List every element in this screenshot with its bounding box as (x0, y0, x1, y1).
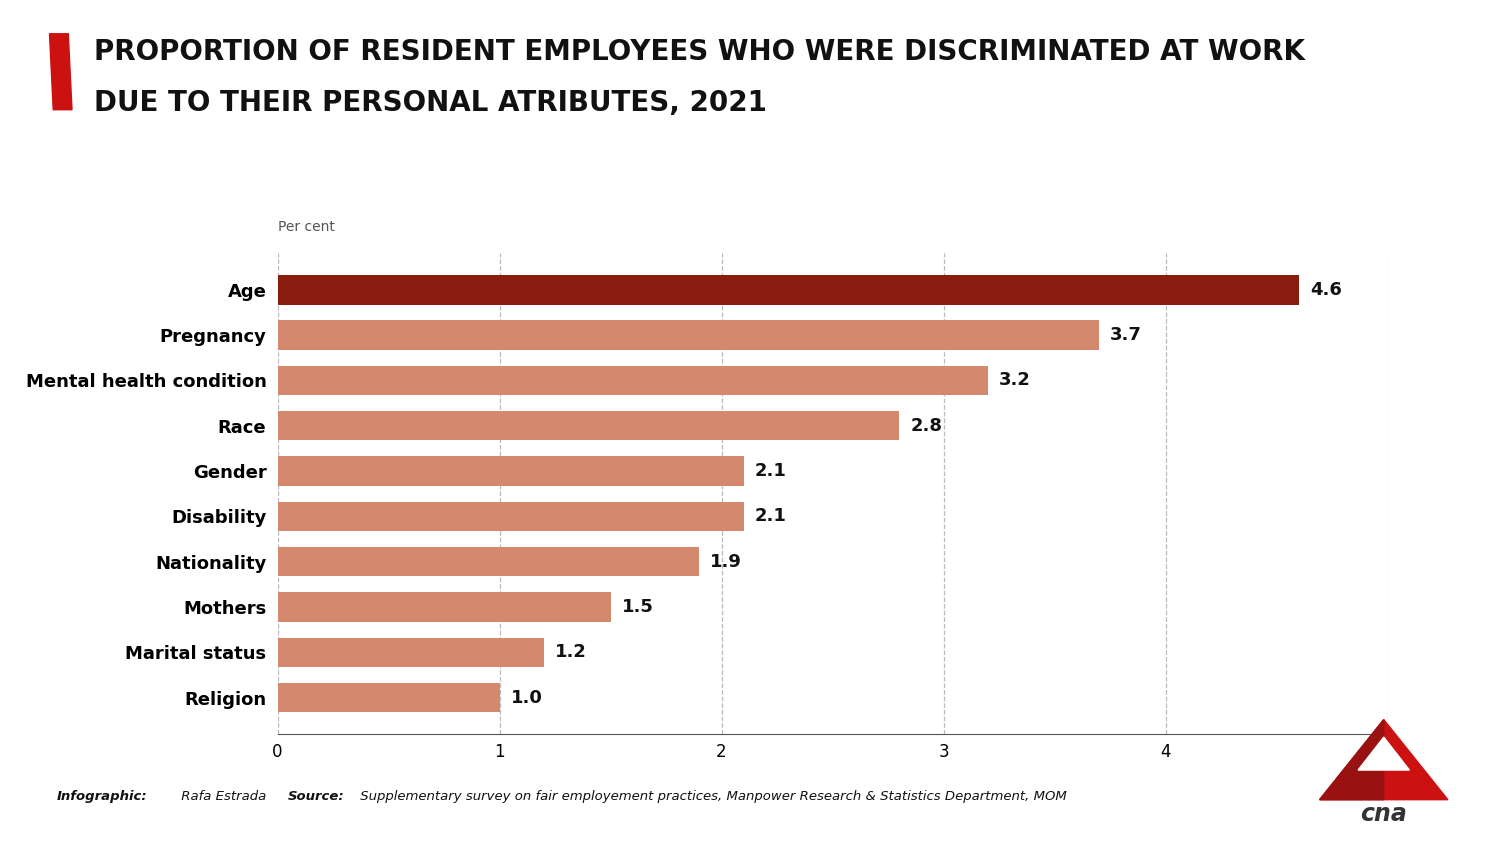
Text: Per cent: Per cent (278, 220, 334, 234)
Bar (278, 321, 1100, 350)
Text: 4.6: 4.6 (1310, 281, 1341, 299)
Bar (278, 547, 699, 576)
Text: 2.1: 2.1 (754, 507, 786, 526)
Polygon shape (1358, 737, 1410, 770)
Text: 1.2: 1.2 (555, 643, 586, 662)
Text: 3.2: 3.2 (999, 371, 1030, 389)
Text: DUE TO THEIR PERSONAL ATRIBUTES, 2021: DUE TO THEIR PERSONAL ATRIBUTES, 2021 (94, 89, 768, 116)
Text: 1.0: 1.0 (510, 689, 543, 706)
Text: Infographic:: Infographic: (57, 791, 147, 803)
Text: 1.5: 1.5 (621, 598, 654, 616)
Text: Source:: Source: (288, 791, 345, 803)
Bar (278, 411, 898, 441)
Polygon shape (1320, 720, 1448, 800)
Text: PROPORTION OF RESIDENT EMPLOYEES WHO WERE DISCRIMINATED AT WORK: PROPORTION OF RESIDENT EMPLOYEES WHO WER… (94, 38, 1305, 66)
Bar (278, 457, 744, 486)
Text: Rafa Estrada: Rafa Estrada (177, 791, 267, 803)
Text: 3.7: 3.7 (1110, 326, 1142, 344)
Bar (278, 275, 1299, 305)
Bar (278, 637, 544, 667)
Text: 2.1: 2.1 (754, 462, 786, 480)
Text: 1.9: 1.9 (711, 553, 742, 571)
Text: 2.8: 2.8 (910, 417, 942, 435)
Bar (278, 501, 744, 531)
Text: Supplementary survey on fair employement practices, Manpower Research & Statisti: Supplementary survey on fair employement… (356, 791, 1066, 803)
Bar (278, 592, 610, 622)
Bar (278, 683, 500, 712)
Polygon shape (50, 34, 72, 110)
Text: cna: cna (1360, 802, 1407, 826)
Bar (278, 365, 988, 395)
Polygon shape (1320, 720, 1383, 800)
